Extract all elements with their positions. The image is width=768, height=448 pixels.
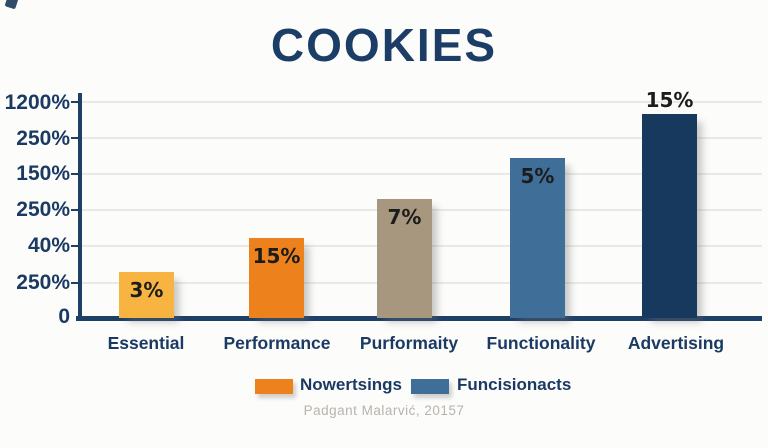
legend-swatch-orange <box>255 379 293 394</box>
corner-smudge-artifact <box>4 0 19 10</box>
legend-label: Funcisionacts <box>457 375 572 394</box>
bar-value-label: 15% <box>645 88 694 112</box>
y-tick-label: 250% <box>16 271 70 294</box>
y-tick-mark <box>71 209 79 211</box>
x-axis-line <box>76 316 762 321</box>
y-tick-label: 250% <box>16 127 70 150</box>
y-tick-label: 1200% <box>4 91 70 114</box>
y-tick-mark <box>71 282 79 284</box>
gridline <box>79 137 762 139</box>
bar-value-label: 5% <box>520 164 555 188</box>
bar-value-label: 3% <box>129 278 164 302</box>
x-label-advertising: Advertising <box>627 333 725 353</box>
x-label-essential: Essential <box>107 333 185 353</box>
x-label-functionality: Functionality <box>486 333 596 353</box>
bar-essential: 3% <box>119 272 174 318</box>
chart-caption: Padgant Malarvić, 20157 <box>303 403 465 418</box>
x-label-purformaity: Purformaity <box>359 333 459 353</box>
gridline <box>79 173 762 175</box>
x-label-performance: Performance <box>223 333 331 353</box>
gridline <box>79 101 762 103</box>
legend-swatch-blue <box>411 379 449 394</box>
y-tick-label: 250% <box>16 198 70 221</box>
bar-value-label: 15% <box>252 244 301 268</box>
bar-purformaity: 7% <box>377 199 432 318</box>
y-tick-label: 150% <box>16 162 70 185</box>
y-tick-mark <box>71 173 79 175</box>
bar-performance: 15% <box>249 238 304 318</box>
y-tick-mark <box>71 245 79 247</box>
bar-advertising: 15% <box>642 88 697 318</box>
bar-value-label: 7% <box>387 205 422 229</box>
y-tick-mark <box>71 101 79 103</box>
chart-title: COOKIES <box>270 19 498 71</box>
y-tick-label: 40% <box>27 234 70 257</box>
legend-label: Nowertsings <box>300 375 403 394</box>
y-tick-label: 0 <box>58 305 70 328</box>
y-axis-line <box>78 93 82 320</box>
bar-functionality: 5% <box>510 158 565 318</box>
y-tick-mark <box>71 137 79 139</box>
